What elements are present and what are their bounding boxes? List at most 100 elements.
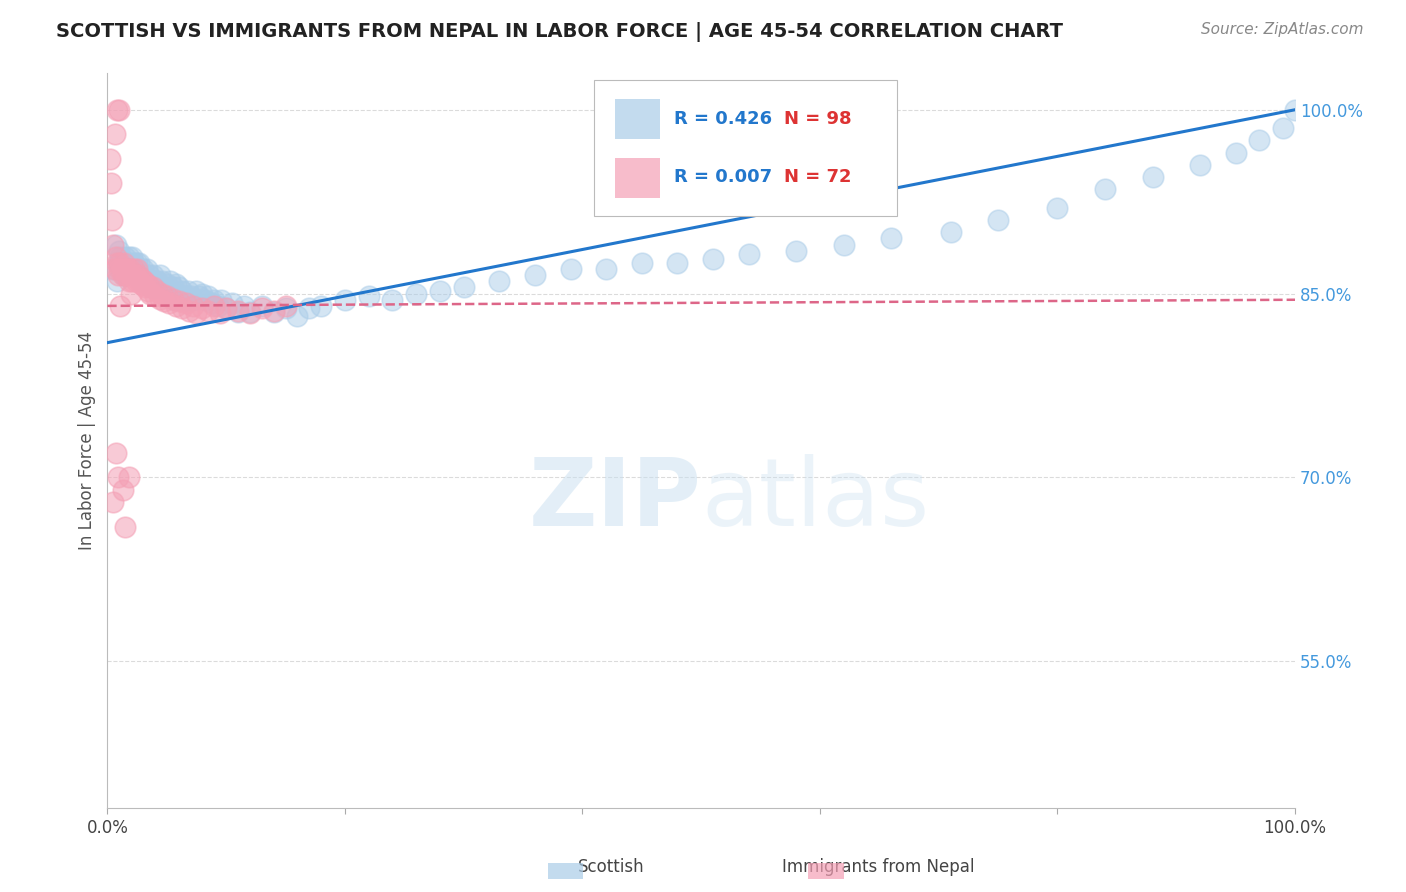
- Point: [114, 519, 136, 533]
- Point: [157, 284, 180, 298]
- Point: [785, 244, 807, 258]
- Point: [120, 286, 142, 301]
- Point: [170, 289, 193, 303]
- Point: [880, 231, 903, 245]
- Point: [221, 296, 243, 310]
- Text: SCOTTISH VS IMMIGRANTS FROM NEPAL IN LABOR FORCE | AGE 45-54 CORRELATION CHART: SCOTTISH VS IMMIGRANTS FROM NEPAL IN LAB…: [56, 22, 1063, 42]
- Point: [103, 262, 125, 277]
- Point: [134, 280, 156, 294]
- Point: [239, 305, 262, 319]
- Point: [143, 289, 166, 303]
- Point: [111, 262, 134, 277]
- Point: [186, 284, 208, 298]
- Point: [1142, 170, 1164, 185]
- Point: [128, 274, 150, 288]
- Point: [103, 237, 125, 252]
- Point: [108, 244, 131, 258]
- Point: [112, 268, 135, 283]
- Point: [453, 280, 475, 294]
- Point: [233, 299, 256, 313]
- Point: [197, 289, 219, 303]
- Point: [129, 274, 152, 288]
- Point: [309, 299, 332, 313]
- Text: atlas: atlas: [702, 453, 929, 546]
- Point: [115, 268, 138, 283]
- Point: [111, 268, 134, 283]
- Point: [357, 289, 380, 303]
- Point: [165, 293, 187, 307]
- Point: [141, 280, 163, 294]
- Point: [128, 256, 150, 270]
- FancyBboxPatch shape: [595, 80, 897, 217]
- Point: [595, 262, 617, 277]
- Point: [121, 274, 143, 288]
- Point: [162, 292, 184, 306]
- Point: [167, 293, 190, 308]
- Point: [191, 286, 214, 301]
- Point: [1094, 182, 1116, 196]
- Point: [111, 483, 134, 497]
- Point: [156, 289, 179, 303]
- Point: [114, 262, 136, 277]
- Point: [488, 274, 510, 288]
- Point: [121, 250, 143, 264]
- Point: [125, 256, 148, 270]
- Point: [103, 128, 125, 142]
- Point: [1284, 103, 1306, 117]
- Point: [215, 301, 238, 316]
- Point: [176, 293, 198, 307]
- Point: [107, 268, 129, 283]
- Point: [560, 262, 582, 277]
- Point: [105, 103, 128, 117]
- Point: [146, 274, 169, 288]
- Point: [1046, 201, 1069, 215]
- Point: [108, 262, 131, 277]
- Point: [103, 262, 125, 277]
- Point: [122, 262, 145, 277]
- Point: [98, 152, 121, 166]
- Point: [153, 280, 176, 294]
- Point: [197, 303, 219, 318]
- Point: [100, 176, 122, 190]
- Point: [111, 256, 134, 270]
- Point: [101, 213, 124, 227]
- Point: [666, 256, 689, 270]
- Point: [135, 262, 157, 277]
- Point: [104, 446, 127, 460]
- Point: [167, 280, 190, 294]
- Point: [939, 225, 962, 239]
- Point: [186, 306, 208, 320]
- Text: Scottish: Scottish: [578, 858, 645, 876]
- Point: [405, 286, 427, 301]
- Point: [239, 306, 262, 320]
- Point: [194, 293, 217, 307]
- Point: [165, 277, 187, 291]
- Point: [1249, 133, 1271, 147]
- Point: [987, 213, 1010, 227]
- Point: [156, 277, 179, 291]
- Point: [153, 293, 176, 308]
- Point: [132, 262, 155, 277]
- Point: [1188, 158, 1211, 172]
- Point: [187, 289, 209, 303]
- Point: [333, 293, 356, 307]
- Point: [172, 284, 194, 298]
- Text: Immigrants from Nepal: Immigrants from Nepal: [783, 858, 974, 876]
- Point: [139, 274, 162, 288]
- Point: [120, 262, 142, 277]
- Point: [103, 495, 125, 509]
- Point: [114, 250, 136, 264]
- Point: [143, 274, 166, 288]
- Point: [115, 256, 138, 270]
- Point: [702, 252, 724, 267]
- Point: [429, 284, 451, 298]
- Point: [173, 289, 195, 303]
- Point: [202, 299, 225, 313]
- Text: R = 0.426: R = 0.426: [673, 110, 772, 128]
- Point: [177, 284, 200, 298]
- Point: [135, 277, 157, 291]
- Point: [523, 268, 546, 283]
- Point: [209, 306, 232, 320]
- Point: [832, 237, 855, 252]
- Point: [110, 256, 132, 270]
